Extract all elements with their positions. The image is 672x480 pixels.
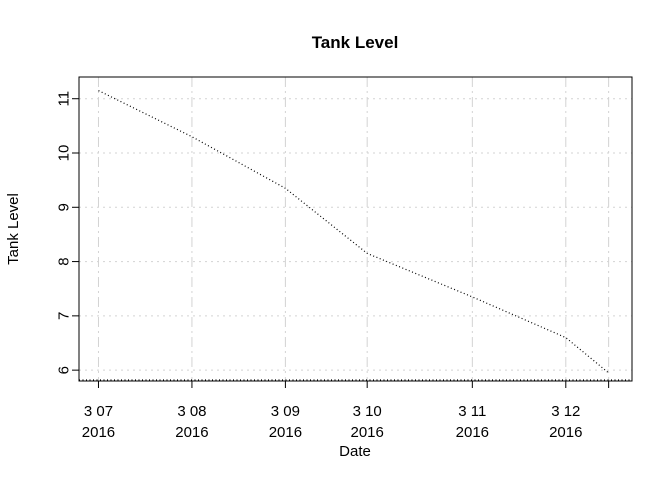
y-tick-label: 8 xyxy=(55,257,72,265)
plot-frame xyxy=(78,76,633,382)
x-tick-label: 3 11 xyxy=(458,403,486,420)
x-axis-label: Date xyxy=(339,443,371,460)
x-tick-year-label: 2016 xyxy=(269,424,302,441)
y-tick-label: 10 xyxy=(55,145,72,162)
y-tick-label: 6 xyxy=(55,366,72,374)
y-tick-label: 11 xyxy=(55,91,72,107)
x-tick-label: 3 09 xyxy=(271,403,300,420)
x-tick-label: 3 10 xyxy=(353,403,382,420)
y-axis: 6 7 8 9 10 11 xyxy=(55,91,79,374)
x-tick-year-label: 2016 xyxy=(82,424,115,441)
y-tick-label: 9 xyxy=(55,203,72,211)
x-tick-label: 3 08 xyxy=(177,403,206,420)
x-tick-year-label: 2016 xyxy=(175,424,208,441)
y-axis-label: Tank Level xyxy=(5,193,22,265)
x-tick-year-label: 2016 xyxy=(456,424,489,441)
series-line xyxy=(98,90,609,374)
x-tick-year-label: 2016 xyxy=(549,424,582,441)
grid xyxy=(79,77,632,381)
x-axis: 3 07 2016 3 08 2016 3 09 2016 3 10 2016 3 11 2016… xyxy=(82,381,610,441)
chart-title: Tank Level xyxy=(312,33,399,52)
y-tick-label: 7 xyxy=(55,312,72,320)
x-tick-year-label: 2016 xyxy=(350,424,383,441)
x-tick-label: 3 12 xyxy=(551,403,580,420)
x-tick-label: 3 07 xyxy=(84,403,113,420)
plot-area xyxy=(79,90,632,381)
